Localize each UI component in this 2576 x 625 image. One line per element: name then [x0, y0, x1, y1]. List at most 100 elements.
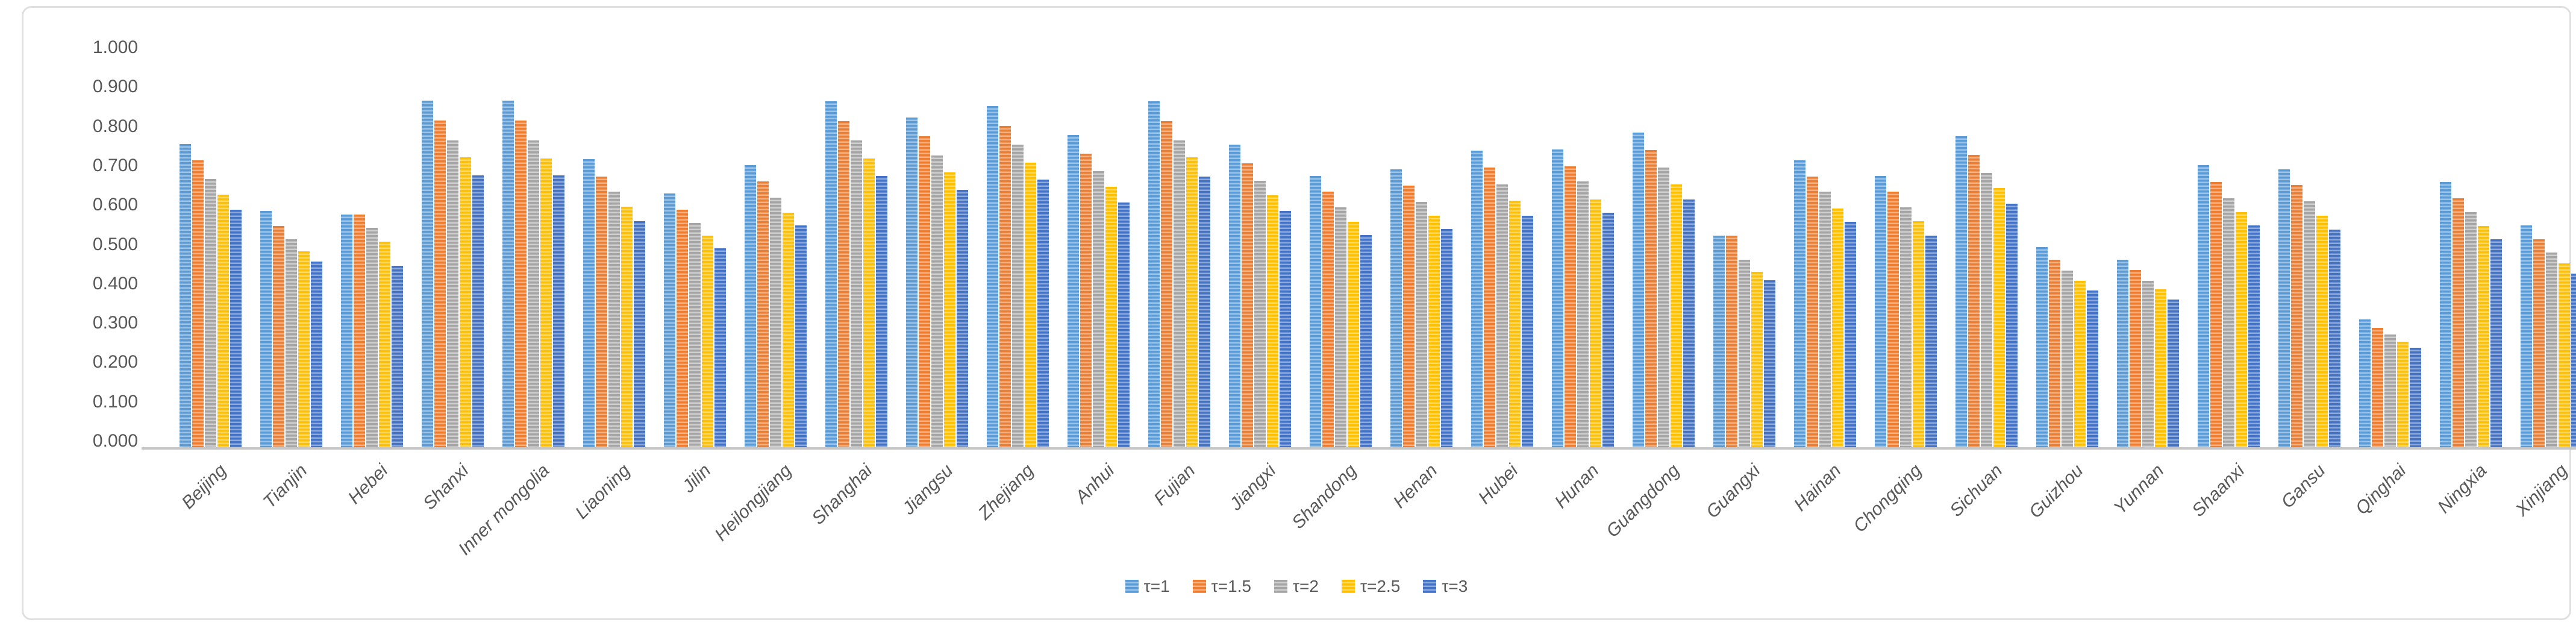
bar-Anhui-τ=1	[1067, 134, 1079, 447]
bar-Heilongjiang-τ=3	[795, 225, 807, 447]
bar-Chongqing-τ=1	[1874, 176, 1886, 447]
bar-Liaoning-τ=1	[583, 159, 595, 447]
x-label-Shanghai: Shanghai	[808, 460, 877, 529]
bar-Gansu-τ=1	[2278, 169, 2290, 447]
x-label-Guangxi: Guangxi	[1702, 460, 1765, 523]
y-tick-label: 0.300	[92, 313, 138, 333]
bar-Hubei-τ=1	[1471, 151, 1483, 447]
legend-item-τ=1: τ=1	[1125, 577, 1170, 596]
bar-Zhejiang-τ=3	[1037, 179, 1049, 447]
bar-Yunnan-τ=3	[2167, 300, 2179, 447]
bar-Guizhou-τ=3	[2086, 291, 2098, 447]
bar-Jilin-τ=1	[663, 193, 675, 447]
bar-Hubei-τ=2.5	[1508, 200, 1521, 447]
x-label-Xinjiang: Xinjiang	[2512, 460, 2572, 520]
bar-Guangdong-τ=2.5	[1670, 184, 1682, 447]
legend-item-τ=2: τ=2	[1274, 577, 1319, 596]
bar-Xinjiang-τ=2.5	[2558, 263, 2570, 447]
legend-label: τ=2	[1293, 577, 1319, 595]
bar-Shanxi-τ=1	[421, 100, 433, 447]
bar-Sichuan-τ=1.5	[1968, 154, 1980, 447]
bar-Yunnan-τ=2	[2142, 280, 2154, 447]
legend: τ=1 τ=1.5 τ=2 τ=2.5 τ=3	[23, 570, 2569, 603]
bar-Jilin-τ=2.5	[701, 236, 713, 447]
bar-Jiangxi-τ=2.5	[1266, 195, 1278, 447]
y-tick-label: 0.900	[92, 77, 138, 97]
y-tick-label: 0.400	[92, 273, 138, 294]
bar-Ningxia-τ=1.5	[2452, 198, 2464, 447]
bar-Fujian-τ=1	[1148, 101, 1160, 447]
bar-Zhejiang-τ=1.5	[999, 126, 1011, 447]
bar-Ningxia-τ=3	[2490, 239, 2502, 447]
bar-Jilin-τ=3	[714, 248, 726, 447]
x-label-Henan: Henan	[1389, 460, 1442, 512]
bar-Guangxi-τ=2	[1738, 259, 1750, 447]
bar-Tianjin-τ=1	[260, 211, 272, 447]
bar-Anhui-τ=3	[1118, 203, 1130, 447]
bar-Inner mongolia-τ=3	[552, 175, 564, 447]
bar-Liaoning-τ=2	[608, 192, 620, 447]
bar-Zhejiang-τ=1	[986, 105, 998, 447]
bar-Shandong-τ=3	[1360, 235, 1372, 447]
x-label-Hunan: Hunan	[1551, 460, 1603, 512]
legend-label: τ=1.5	[1211, 577, 1251, 595]
bar-Inner mongolia-τ=1	[502, 101, 514, 447]
bar-Guangdong-τ=3	[1683, 199, 1695, 447]
bar-Tianjin-τ=3	[310, 261, 322, 447]
bar-Shandong-τ=2	[1334, 207, 1346, 447]
bar-Fujian-τ=2.5	[1186, 157, 1198, 447]
bar-Jiangxi-τ=2	[1254, 180, 1266, 447]
bar-Qinghai-τ=3	[2409, 347, 2421, 447]
bar-Jiangsu-τ=3	[956, 189, 968, 447]
legend-swatch-icon	[1341, 580, 1355, 593]
bar-Xinjiang-τ=1	[2520, 225, 2532, 447]
bar-Henan-τ=2	[1415, 201, 1427, 447]
bar-Hunan-τ=2.5	[1589, 199, 1601, 447]
bar-Shandong-τ=1	[1309, 176, 1321, 447]
x-label-Jiangsu: Jiangsu	[898, 460, 957, 519]
y-tick-label: 1.000	[92, 37, 138, 57]
bar-Sichuan-τ=1	[1955, 136, 1967, 447]
bar-Shanxi-τ=3	[472, 175, 484, 447]
x-label-Jilin: Jilin	[678, 460, 715, 497]
x-label-Guizhou: Guizhou	[2025, 460, 2087, 523]
bar-Guizhou-τ=1.5	[2048, 259, 2060, 447]
bar-Shaanxi-τ=2	[2222, 198, 2234, 447]
bar-Beijing-τ=2.5	[217, 195, 229, 447]
bar-Hubei-τ=3	[1521, 216, 1533, 447]
y-tick-label: 0.800	[92, 116, 138, 136]
bar-Yunnan-τ=1	[2116, 259, 2128, 447]
bar-Hebei-τ=2.5	[378, 242, 390, 447]
bar-Tianjin-τ=2	[285, 239, 297, 447]
bar-Tianjin-τ=1.5	[272, 226, 284, 447]
bar-Beijing-τ=1.5	[192, 160, 204, 447]
y-tick-label: 0.100	[92, 391, 138, 412]
bar-Jiangxi-τ=1.5	[1241, 163, 1253, 447]
bar-Hubei-τ=2	[1496, 184, 1508, 447]
bar-Qinghai-τ=2	[2384, 334, 2396, 447]
bar-Beijing-τ=3	[230, 210, 242, 447]
bar-Chongqing-τ=2.5	[1912, 221, 1924, 447]
bar-Qinghai-τ=1	[2359, 319, 2371, 447]
bar-Shanxi-τ=2.5	[459, 157, 471, 447]
legend-label: τ=1	[1143, 577, 1170, 595]
bar-Gansu-τ=1.5	[2290, 185, 2302, 447]
y-tick-label: 0.700	[92, 155, 138, 175]
bar-Yunnan-τ=2.5	[2154, 289, 2166, 447]
bar-Hebei-τ=2	[366, 228, 378, 447]
legend-item-τ=2.5: τ=2.5	[1341, 577, 1400, 596]
bar-Guizhou-τ=2	[2061, 270, 2073, 447]
bar-Chongqing-τ=3	[1925, 235, 1937, 447]
bar-Jilin-τ=1.5	[676, 210, 688, 447]
bar-Gansu-τ=3	[2328, 229, 2340, 447]
x-label-Zhejiang: Zhejiang	[974, 460, 1038, 524]
bar-Jilin-τ=2	[689, 223, 701, 447]
bar-Guizhou-τ=1	[2036, 247, 2048, 447]
x-label-Hubei: Hubei	[1474, 460, 1522, 508]
bar-Henan-τ=1.5	[1402, 186, 1415, 447]
x-label-Liaoning: Liaoning	[571, 460, 634, 523]
chart-frame: 0.000 0.100 0.200 0.300 0.400 0.500 0.600 0.700…	[22, 6, 2576, 620]
bar-Sichuan-τ=2.5	[1993, 188, 2005, 447]
bar-Guangxi-τ=1.5	[1725, 235, 1737, 447]
